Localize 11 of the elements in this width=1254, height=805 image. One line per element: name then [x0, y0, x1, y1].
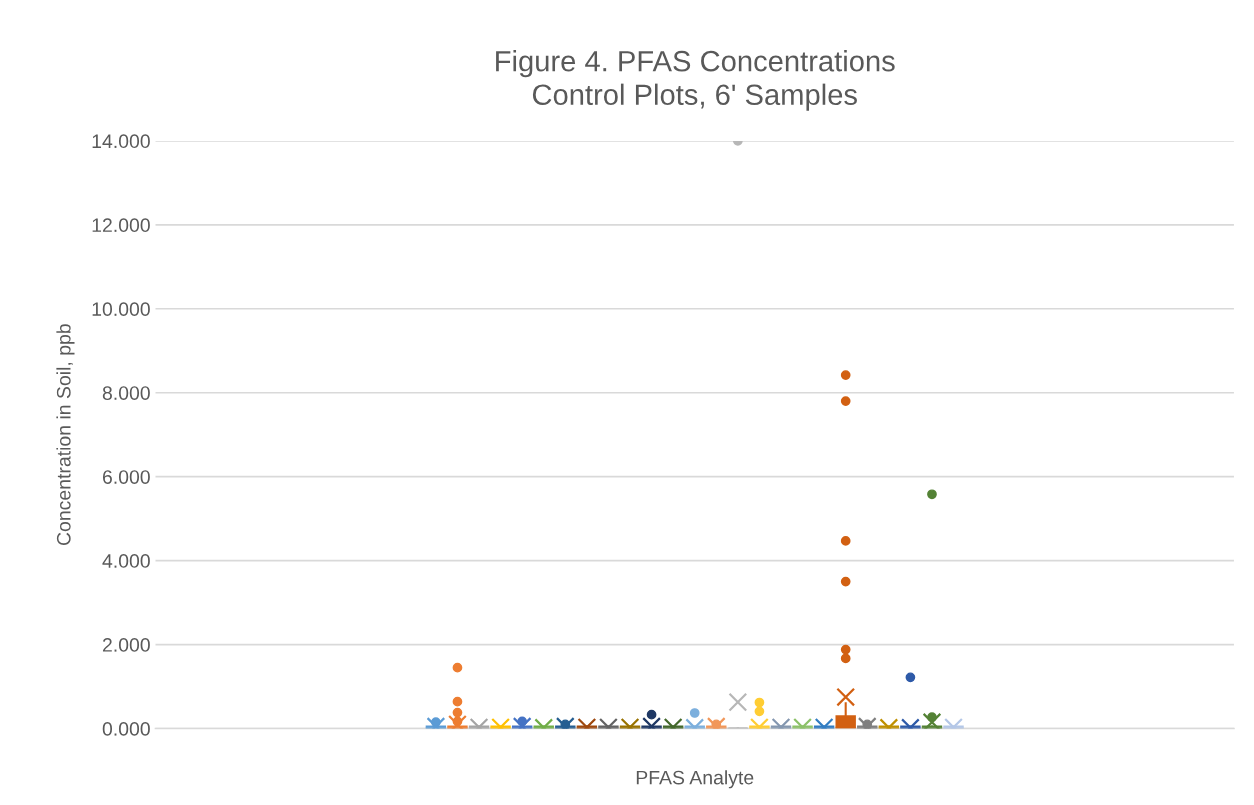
y-tick-label: 4.000: [102, 554, 150, 568]
y-tick-label: 10.000: [92, 302, 150, 317]
y-tick-label: 0.000: [102, 721, 150, 736]
y-axis-title: Concentration in Soil, ppb: [56, 324, 75, 546]
y-tick-label: 8.000: [102, 386, 150, 400]
x-tick-label: PFAS Analyte: [636, 770, 754, 789]
chart-title: Figure 4. PFAS Concentrations Control Plots, 6' Samples: [496, 50, 895, 111]
y-tick-label: 14.000: [92, 134, 150, 149]
y-tick-label: 6.000: [102, 470, 150, 484]
y-tick-label: 12.000: [92, 218, 150, 233]
y-tick-label: 2.000: [102, 638, 150, 652]
